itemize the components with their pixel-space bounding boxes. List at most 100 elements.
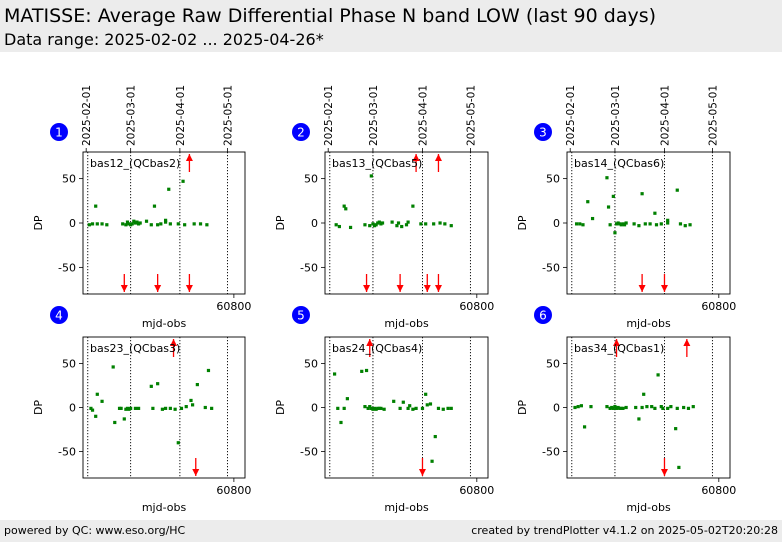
plot-3-y-tick-label-2: -50 bbox=[542, 261, 560, 274]
plot-2-data-point-5 bbox=[363, 223, 367, 227]
page-footer: powered by QC: www.eso.org/HC created by… bbox=[0, 520, 782, 542]
plot-1-outlier-low-2-head bbox=[185, 285, 193, 292]
plot-4-data-point-29 bbox=[203, 405, 207, 410]
plot-4-data-point-16 bbox=[149, 384, 153, 388]
plot-1-data-point-0 bbox=[87, 223, 91, 227]
plot-5-data-point-9 bbox=[368, 405, 372, 409]
plot-6-data-point-23 bbox=[656, 373, 660, 377]
plot-5-data-point-32 bbox=[441, 407, 445, 411]
plot-2-data-point-6 bbox=[368, 224, 372, 228]
plot-3-data-point-6 bbox=[606, 205, 611, 209]
plot-1-outlier-high-0-head bbox=[185, 154, 193, 161]
plot-6-y-tick-label-0: 50 bbox=[546, 357, 560, 370]
plot-2-x-axis-label: mjd-obs bbox=[384, 317, 429, 330]
plot-4-data-point-23 bbox=[176, 441, 180, 445]
plot-3-data-point-16 bbox=[624, 221, 628, 225]
plot-6-y-tick-label-2: -50 bbox=[542, 446, 560, 459]
plot-1-data-point-5 bbox=[105, 223, 109, 227]
plot-6-data-point-19 bbox=[642, 392, 646, 396]
plot-5-data-point-30 bbox=[433, 434, 437, 439]
plot-4-number-badge-label: 4 bbox=[55, 309, 63, 323]
plot-3-number-badge-label: 3 bbox=[539, 126, 547, 140]
plot-4-data-point-25 bbox=[184, 405, 188, 409]
plot-3-date-label-0: 2025-02-01 bbox=[565, 85, 577, 146]
plot-6-data-point-22 bbox=[653, 406, 657, 410]
plot-1-data-point-1 bbox=[90, 222, 95, 226]
plot-4-x-axis-label: mjd-obs bbox=[142, 501, 187, 514]
plot-1-date-label-1: 2025-03-01 bbox=[126, 85, 138, 146]
plot-5-data-point-34 bbox=[449, 406, 453, 410]
plot-1-data-point-19 bbox=[152, 204, 157, 208]
plot-5-data-point-26 bbox=[424, 392, 428, 396]
plot-5-y-tick-label-2: -50 bbox=[300, 446, 318, 459]
plot-4-data-point-4 bbox=[100, 399, 104, 403]
plot-3-date-label-1: 2025-03-01 bbox=[610, 85, 622, 146]
plot-2-outlier-high-1-head bbox=[434, 154, 442, 161]
plot-4-data-point-9 bbox=[122, 417, 126, 421]
plot-1-y-tick-label-0: 50 bbox=[62, 173, 76, 186]
plot-5-data-point-7 bbox=[364, 368, 369, 373]
plot-1-outlier-low-0-head bbox=[120, 285, 128, 292]
plot-1-data-point-29 bbox=[192, 222, 196, 226]
plot-1-data-point-2 bbox=[94, 204, 98, 208]
plot-6-data-point-18 bbox=[640, 405, 644, 410]
plot-3-data-point-30 bbox=[688, 223, 692, 227]
plot-1-data-point-4 bbox=[100, 222, 104, 226]
plot-5-data-point-27 bbox=[425, 403, 429, 407]
plot-2-data-point-27 bbox=[449, 224, 453, 228]
plot-2-data-point-25 bbox=[438, 221, 442, 225]
plot-5-data-point-23 bbox=[411, 407, 415, 411]
plot-5-data-point-24 bbox=[414, 406, 418, 410]
plot-2-data-point-17 bbox=[396, 221, 401, 225]
plot-4-baseline-label: bas23_(QCbas3) bbox=[90, 342, 180, 355]
plot-5-data-point-29 bbox=[430, 459, 434, 463]
plot-6-data-point-21 bbox=[650, 405, 654, 409]
plot-2-data-point-20 bbox=[406, 220, 410, 224]
plot-2-data-point-10 bbox=[374, 223, 378, 227]
plot-5-baseline-label: bas24_(QCbas4) bbox=[332, 342, 422, 355]
plot-4-data-point-1 bbox=[90, 408, 95, 412]
plot-6-baseline-label: bas34_(QCbas1) bbox=[574, 342, 664, 355]
plot-2-data-point-26 bbox=[443, 222, 447, 226]
plot-2-outlier-low-3-head bbox=[434, 285, 442, 292]
plot-5-data-point-2 bbox=[339, 420, 343, 425]
plot-3-y-axis-label: DP bbox=[516, 215, 529, 230]
plot-1-x-axis-label: mjd-obs bbox=[142, 317, 187, 330]
plot-5-data-point-33 bbox=[446, 406, 450, 410]
plot-5-data-point-25 bbox=[420, 406, 425, 410]
plot-2-data-point-18 bbox=[400, 224, 404, 229]
plot-6-data-point-33 bbox=[691, 405, 695, 409]
plot-3-data-point-22 bbox=[653, 211, 657, 215]
plot-3-data-point-2 bbox=[581, 223, 585, 227]
plot-3-data-point-3 bbox=[586, 200, 590, 204]
plot-3-data-point-25 bbox=[666, 221, 670, 225]
plot-2-data-point-15 bbox=[390, 220, 394, 224]
plot-4-data-point-6 bbox=[113, 420, 117, 425]
plot-3-data-point-23 bbox=[654, 223, 659, 227]
plot-2-date-label-3: 2025-05-01 bbox=[465, 85, 477, 146]
plot-3-data-point-9 bbox=[613, 231, 617, 235]
plot-1-date-label-3: 2025-05-01 bbox=[223, 85, 235, 146]
plot-2-y-axis-label: DP bbox=[274, 215, 287, 230]
plot-1-number-badge bbox=[50, 123, 68, 141]
plot-3-date-label-2: 2025-04-01 bbox=[659, 85, 671, 146]
plot-5-data-point-0 bbox=[332, 372, 337, 376]
plot-1-data-point-11 bbox=[130, 222, 134, 226]
plot-6-outlier-high-0-head bbox=[613, 339, 621, 346]
plot-1-data-point-23 bbox=[163, 218, 168, 222]
plot-3-outlier-low-0-head bbox=[638, 285, 646, 292]
plot-1-data-point-26 bbox=[176, 222, 180, 226]
plot-6-data-point-32 bbox=[686, 406, 691, 410]
plot-5-data-point-4 bbox=[345, 397, 349, 401]
plot-2-outlier-low-2-head bbox=[423, 285, 431, 292]
plot-1-y-axis-label: DP bbox=[32, 215, 45, 230]
plot-2-data-point-7 bbox=[369, 174, 373, 178]
plot-2-x-tick-label-0: 60800 bbox=[459, 300, 494, 313]
plot-1-data-point-12 bbox=[132, 219, 136, 223]
plot-2-data-point-19 bbox=[404, 223, 409, 227]
plot-4-y-tick-label-1: 0 bbox=[69, 402, 76, 415]
plot-2-data-point-23 bbox=[424, 222, 428, 226]
plot-6-data-point-5 bbox=[605, 405, 609, 409]
plot-6-data-point-3 bbox=[582, 425, 587, 429]
plot-6-data-point-1 bbox=[576, 405, 580, 409]
